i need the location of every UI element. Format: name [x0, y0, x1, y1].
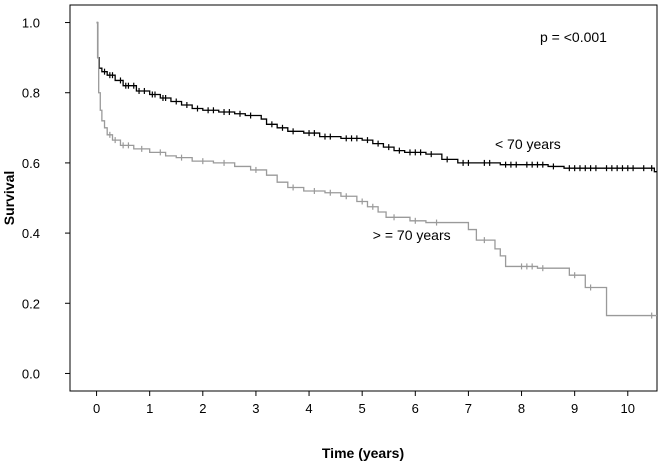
series-under-70 [96, 21, 657, 173]
p-value-annotation: p = <0.001 [540, 29, 607, 45]
x-tick-label: 9 [571, 401, 578, 416]
x-tick-label: 4 [305, 401, 312, 416]
x-axis-title: Time (years) [322, 445, 404, 461]
y-tick-label: 0.0 [22, 366, 40, 381]
x-tick-label: 6 [412, 401, 419, 416]
x-tick-label: 10 [621, 401, 635, 416]
axes: 0 1 2 3 4 5 6 7 8 9 10 0.0 0.2 0.4 0.6 0.8 1.0 [22, 4, 658, 416]
x-tick-label: 7 [465, 401, 472, 416]
y-tick-label: 0.6 [22, 156, 40, 171]
plot-frame [69, 4, 658, 392]
legend-label-under-70: < 70 years [495, 136, 561, 152]
survival-curve [96, 21, 657, 317]
y-tick-label: 0.2 [22, 296, 40, 311]
x-tick-label: 1 [146, 401, 153, 416]
x-tick-label: 0 [93, 401, 100, 416]
y-tick-label: 0.8 [22, 86, 40, 101]
legend-label-over-70: > = 70 years [373, 227, 451, 243]
x-tick-label: 3 [252, 401, 259, 416]
x-tick-label: 8 [518, 401, 525, 416]
series-layer [96, 21, 657, 319]
y-axis-title: Survival [1, 171, 17, 225]
labels-layer: < 70 years > = 70 years [373, 136, 561, 243]
series-over-70 [96, 21, 657, 319]
y-tick-label: 1.0 [22, 16, 40, 31]
x-tick-label: 5 [359, 401, 366, 416]
y-tick-label: 0.4 [22, 226, 40, 241]
x-tick-label: 2 [199, 401, 206, 416]
